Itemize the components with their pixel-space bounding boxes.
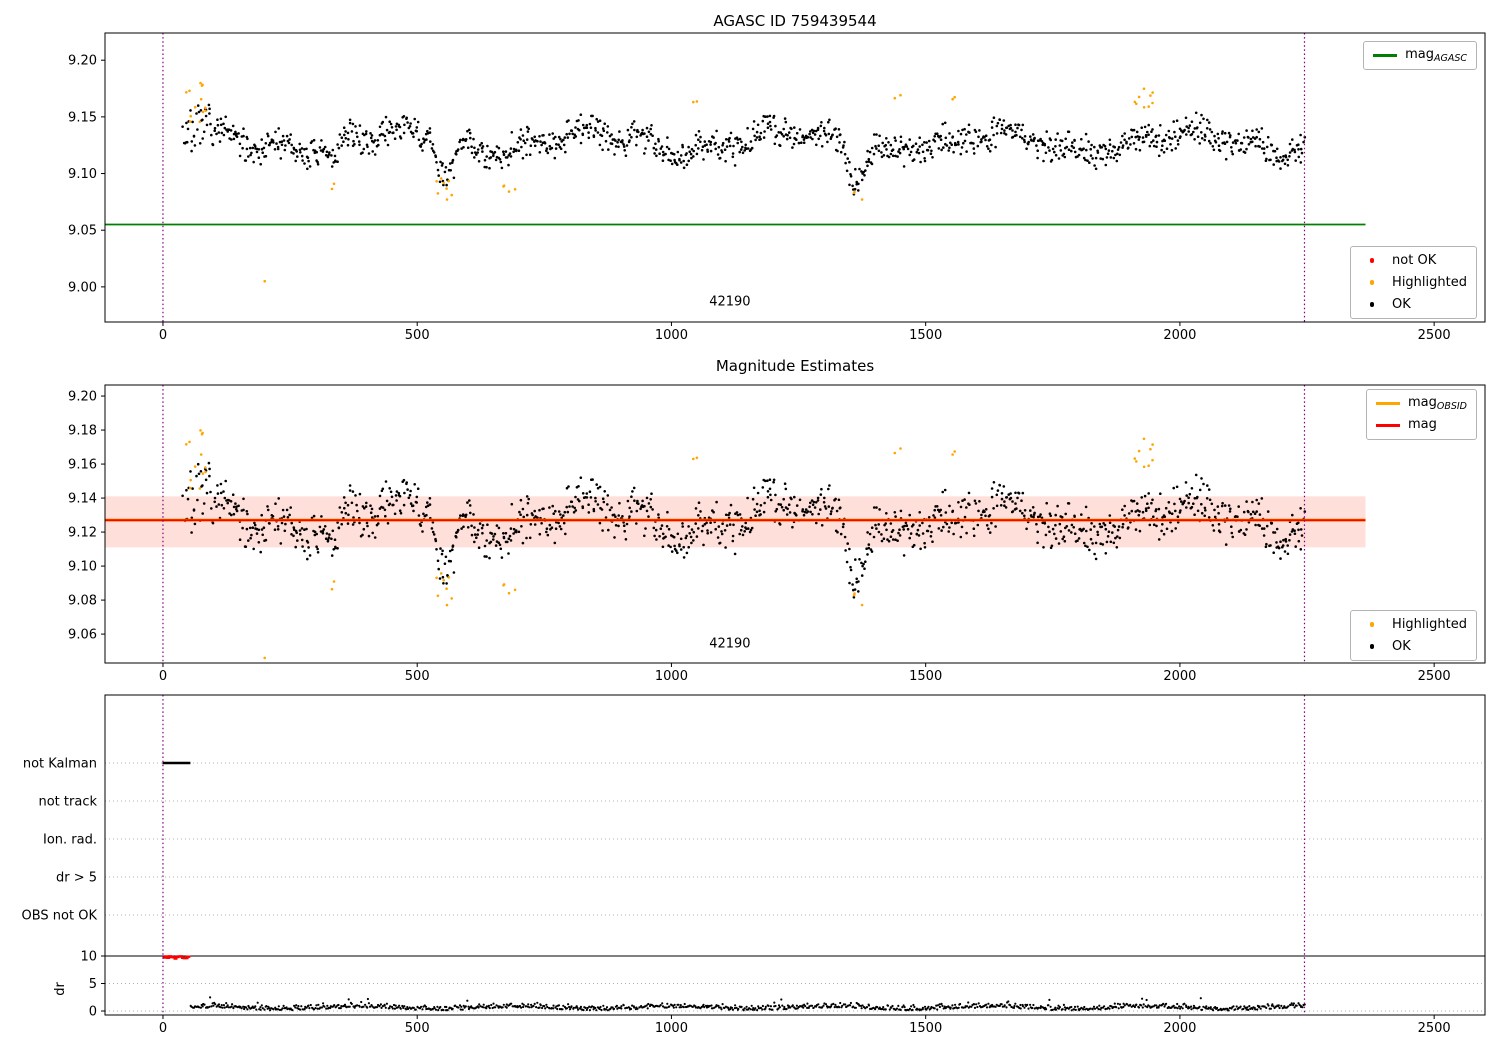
- svg-text:1500: 1500: [909, 1021, 942, 1036]
- svg-text:9.00: 9.00: [68, 280, 97, 295]
- svg-text:9.06: 9.06: [68, 628, 97, 643]
- legend-label-subscript: OBSID: [1436, 401, 1467, 412]
- svg-text:2000: 2000: [1163, 328, 1196, 343]
- plot2-line-legend: magOBSID mag: [1365, 389, 1477, 440]
- svg-text:9.15: 9.15: [68, 110, 97, 125]
- svg-text:2000: 2000: [1163, 1021, 1196, 1036]
- svg-text:9.20: 9.20: [68, 54, 97, 69]
- legend-label-subscript: AGASC: [1433, 53, 1467, 64]
- svg-text:9.20: 9.20: [68, 390, 97, 405]
- svg-text:0: 0: [159, 669, 167, 684]
- not-ok-dot-icon: [1369, 258, 1375, 263]
- svg-text:0: 0: [89, 1005, 97, 1020]
- legend-entry-ok: OK: [1360, 638, 1467, 655]
- ok-marker-swatch: [1360, 644, 1384, 649]
- svg-text:500: 500: [405, 1021, 430, 1036]
- svg-text:Ion. rad.: Ion. rad.: [43, 833, 97, 848]
- svg-text:1500: 1500: [909, 328, 942, 343]
- legend-entry-mag-agasc: magAGASC: [1373, 47, 1467, 64]
- svg-text:0: 0: [159, 1021, 167, 1036]
- svg-text:9.18: 9.18: [68, 424, 97, 439]
- legend-label-text: mag: [1407, 417, 1437, 432]
- highlighted-dot-icon: [1369, 280, 1375, 285]
- legend-label: Highlighted: [1392, 617, 1467, 632]
- svg-text:9.14: 9.14: [68, 492, 97, 507]
- svg-text:2500: 2500: [1418, 328, 1451, 343]
- plot1-obsid-annotation: 42190: [709, 294, 751, 310]
- legend-entry-mag: mag: [1375, 417, 1467, 434]
- plot1-title: AGASC ID 759439544: [713, 12, 877, 30]
- legend-entry-ok: OK: [1360, 296, 1467, 313]
- mag-line-swatch: [1375, 424, 1400, 427]
- plot1-marker-legend: not OK Highlighted OK: [1350, 246, 1477, 319]
- highlighted-dot-icon: [1369, 622, 1375, 627]
- svg-text:1000: 1000: [655, 328, 688, 343]
- legend-entry-not-ok: not OK: [1360, 252, 1467, 269]
- legend-label-text: mag: [1407, 395, 1437, 410]
- svg-text:1500: 1500: [909, 669, 942, 684]
- legend-label: not OK: [1392, 253, 1437, 268]
- highlighted-marker-swatch: [1360, 280, 1384, 285]
- legend-label: OK: [1392, 639, 1411, 654]
- legend-label: magAGASC: [1405, 47, 1467, 64]
- ok-marker-swatch: [1360, 302, 1384, 307]
- legend-label: mag: [1408, 417, 1437, 434]
- svg-text:9.12: 9.12: [68, 526, 97, 541]
- legend-label: Highlighted: [1392, 275, 1467, 290]
- svg-text:9.16: 9.16: [68, 458, 97, 473]
- svg-text:dr: dr: [53, 982, 68, 996]
- not-ok-marker-swatch: [1360, 258, 1384, 263]
- svg-text:10: 10: [80, 950, 97, 965]
- legend-label-text: mag: [1405, 47, 1434, 62]
- plot2-marker-legend: Highlighted OK: [1350, 610, 1477, 661]
- svg-text:1000: 1000: [655, 1021, 688, 1036]
- svg-text:9.08: 9.08: [68, 594, 97, 609]
- svg-text:not Kalman: not Kalman: [23, 757, 97, 772]
- legend-label: OK: [1392, 297, 1411, 312]
- svg-text:2500: 2500: [1418, 1021, 1451, 1036]
- legend-entry-mag-obsid: magOBSID: [1375, 395, 1467, 412]
- svg-text:9.10: 9.10: [68, 167, 97, 182]
- svg-text:OBS not OK: OBS not OK: [22, 909, 98, 924]
- legend-label: magOBSID: [1408, 395, 1467, 412]
- svg-text:9.05: 9.05: [68, 224, 97, 239]
- svg-text:2500: 2500: [1418, 669, 1451, 684]
- legend-entry-highlighted: Highlighted: [1360, 616, 1467, 633]
- plot1-line-legend: magAGASC: [1363, 41, 1477, 70]
- plot2-obsid-annotation: 42190: [709, 636, 751, 652]
- svg-text:500: 500: [405, 328, 430, 343]
- legend-entry-highlighted: Highlighted: [1360, 274, 1467, 291]
- plot2-title: Magnitude Estimates: [715, 357, 875, 375]
- svg-text:dr > 5: dr > 5: [56, 871, 97, 886]
- svg-text:500: 500: [405, 669, 430, 684]
- mag-agasc-line-swatch: [1373, 54, 1398, 57]
- svg-text:2000: 2000: [1163, 669, 1196, 684]
- highlighted-marker-swatch: [1360, 622, 1384, 627]
- svg-text:9.10: 9.10: [68, 560, 97, 575]
- ok-dot-icon: [1369, 644, 1375, 649]
- svg-text:1000: 1000: [655, 669, 688, 684]
- ok-dot-icon: [1369, 302, 1375, 307]
- mag-obsid-line-swatch: [1375, 402, 1400, 405]
- svg-text:5: 5: [89, 977, 97, 992]
- svg-text:not track: not track: [38, 795, 97, 810]
- svg-text:0: 0: [159, 328, 167, 343]
